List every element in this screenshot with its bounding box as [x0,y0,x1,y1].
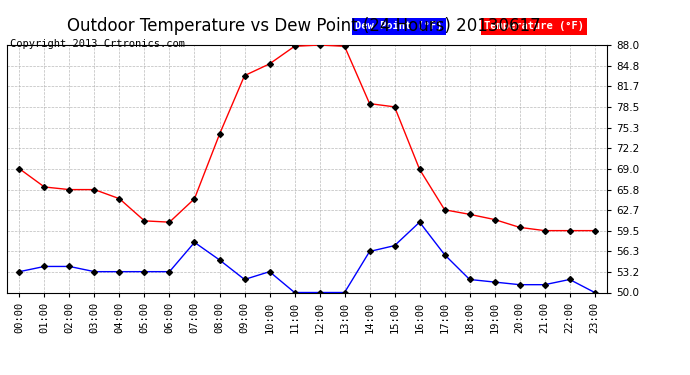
Text: Outdoor Temperature vs Dew Point (24 Hours) 20130617: Outdoor Temperature vs Dew Point (24 Hou… [67,17,540,35]
Text: Copyright 2013 Crtronics.com: Copyright 2013 Crtronics.com [10,39,186,50]
Text: Dew Point (°F): Dew Point (°F) [355,21,442,32]
Text: Temperature (°F): Temperature (°F) [484,21,584,32]
